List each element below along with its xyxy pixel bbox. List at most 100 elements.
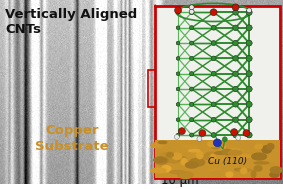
Ellipse shape: [181, 159, 187, 165]
Ellipse shape: [206, 152, 218, 156]
Circle shape: [190, 72, 194, 76]
Ellipse shape: [189, 158, 205, 166]
Text: Vertically Aligned
CNTs: Vertically Aligned CNTs: [5, 8, 137, 36]
Ellipse shape: [241, 168, 247, 174]
Ellipse shape: [270, 172, 279, 177]
Bar: [155, 168, 205, 172]
Circle shape: [247, 8, 252, 13]
Bar: [155, 5, 280, 178]
Circle shape: [211, 25, 216, 30]
Circle shape: [211, 56, 216, 61]
Circle shape: [211, 10, 216, 15]
Circle shape: [176, 26, 180, 29]
Circle shape: [246, 25, 252, 31]
Circle shape: [190, 41, 194, 45]
Circle shape: [176, 103, 180, 106]
Circle shape: [246, 117, 252, 123]
Circle shape: [222, 137, 227, 142]
Circle shape: [211, 117, 216, 122]
Circle shape: [190, 87, 194, 91]
Circle shape: [246, 40, 252, 46]
Circle shape: [233, 40, 238, 46]
Circle shape: [233, 86, 238, 92]
Ellipse shape: [167, 157, 180, 163]
Ellipse shape: [177, 156, 186, 161]
Circle shape: [233, 86, 238, 92]
Circle shape: [211, 71, 216, 76]
Circle shape: [176, 72, 180, 75]
Ellipse shape: [238, 169, 251, 171]
Circle shape: [233, 25, 238, 30]
Circle shape: [233, 132, 238, 138]
Circle shape: [236, 136, 241, 140]
Circle shape: [246, 9, 252, 15]
Circle shape: [190, 133, 194, 137]
Ellipse shape: [213, 154, 227, 161]
Ellipse shape: [251, 171, 256, 178]
Circle shape: [233, 40, 238, 46]
Circle shape: [189, 5, 194, 10]
Ellipse shape: [235, 168, 243, 171]
Ellipse shape: [154, 156, 168, 164]
Circle shape: [246, 56, 252, 61]
Circle shape: [233, 71, 238, 76]
Ellipse shape: [183, 145, 198, 147]
Circle shape: [233, 71, 238, 76]
Circle shape: [176, 87, 180, 91]
Circle shape: [176, 57, 180, 60]
Circle shape: [246, 40, 252, 46]
Circle shape: [233, 102, 238, 107]
Circle shape: [176, 11, 180, 14]
Ellipse shape: [236, 155, 251, 158]
Circle shape: [233, 10, 238, 15]
Circle shape: [246, 71, 252, 77]
Circle shape: [176, 11, 180, 14]
Circle shape: [176, 26, 180, 29]
Ellipse shape: [228, 150, 241, 155]
Text: Cu (110): Cu (110): [208, 157, 247, 166]
Ellipse shape: [185, 162, 198, 168]
Ellipse shape: [262, 146, 271, 153]
Circle shape: [190, 87, 194, 91]
Circle shape: [176, 87, 180, 91]
Circle shape: [190, 118, 194, 122]
Ellipse shape: [254, 162, 269, 164]
Ellipse shape: [255, 144, 262, 149]
Circle shape: [246, 132, 252, 138]
Circle shape: [233, 102, 238, 107]
Ellipse shape: [188, 149, 200, 152]
Circle shape: [233, 25, 238, 30]
Circle shape: [211, 10, 216, 15]
Circle shape: [211, 71, 216, 76]
Circle shape: [176, 133, 180, 137]
Circle shape: [246, 9, 252, 15]
Ellipse shape: [161, 153, 170, 156]
Circle shape: [246, 56, 252, 61]
Ellipse shape: [162, 166, 171, 172]
Circle shape: [211, 133, 216, 137]
Circle shape: [231, 129, 238, 136]
Circle shape: [176, 133, 180, 137]
Circle shape: [189, 9, 194, 14]
Circle shape: [197, 136, 202, 141]
Circle shape: [233, 117, 238, 122]
Circle shape: [243, 130, 250, 136]
Circle shape: [176, 41, 180, 45]
Ellipse shape: [167, 153, 173, 157]
Circle shape: [211, 56, 216, 61]
Ellipse shape: [158, 141, 167, 144]
Circle shape: [211, 41, 216, 45]
Ellipse shape: [271, 167, 282, 173]
Circle shape: [190, 133, 194, 137]
Circle shape: [210, 9, 217, 16]
Circle shape: [233, 56, 238, 61]
Ellipse shape: [178, 172, 193, 178]
Circle shape: [213, 139, 221, 147]
Ellipse shape: [222, 149, 232, 155]
Circle shape: [176, 41, 180, 45]
Circle shape: [246, 71, 252, 77]
Ellipse shape: [202, 154, 214, 159]
Circle shape: [190, 72, 194, 76]
Ellipse shape: [254, 166, 262, 171]
Ellipse shape: [221, 146, 226, 149]
